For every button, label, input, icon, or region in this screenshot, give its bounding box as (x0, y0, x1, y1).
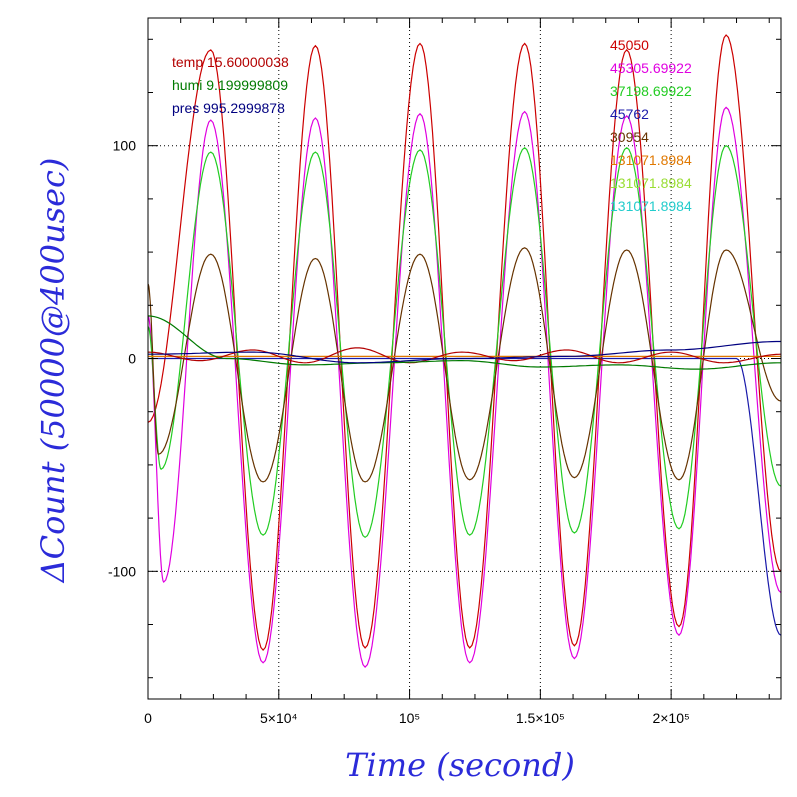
series-line-2 (148, 144, 781, 539)
x-tick-label: 5×10⁴ (260, 710, 298, 726)
ticks: 0 5×10⁴ 10⁵ 1.5×10⁵ 2×10⁵ -100 0 100 (108, 18, 781, 726)
legend-right-item: 37198.69922 (610, 83, 692, 99)
legend-right-item: 30954 (610, 129, 649, 145)
series-line-8 (148, 340, 781, 364)
legend-right-item: 131071.8984 (610, 198, 692, 214)
legend-right-item: 45050 (610, 37, 649, 53)
y-tick-label: 0 (128, 351, 136, 367)
x-tick-label: 0 (144, 710, 152, 726)
y-axis-title: ΔCount (50000@400usec) (34, 158, 72, 585)
series-layer (148, 34, 781, 668)
x-axis-title: Time (second) (345, 746, 575, 784)
series-line-4 (148, 247, 781, 483)
legend-right: 45050 45305.69922 37198.69922 45762 30954 131… (610, 37, 692, 214)
series-group (148, 34, 781, 668)
series-line-7 (148, 315, 781, 370)
x-tick-label: 2×10⁵ (652, 710, 689, 726)
legend-left-item: temp 15.60000038 (172, 54, 289, 70)
series-line-1 (148, 106, 781, 668)
legend-right-item: 45762 (610, 106, 649, 122)
series-line-0 (148, 34, 781, 652)
legend-left-item: pres 995.2999878 (172, 100, 285, 116)
y-tick-label: -100 (108, 563, 136, 579)
legend-right-item: 131071.8984 (610, 152, 692, 168)
legend-right-item: 131071.8984 (610, 175, 692, 191)
legend-left: temp 15.60000038 humi 9.199999809 pres 995… (172, 54, 289, 116)
legend-left-item: humi 9.199999809 (172, 77, 288, 93)
legend-right-item: 45305.69922 (610, 60, 692, 76)
y-tick-label: 100 (113, 138, 137, 154)
x-tick-label: 10⁵ (399, 710, 420, 726)
x-tick-label: 1.5×10⁵ (516, 710, 565, 726)
series-line-6 (148, 347, 781, 364)
